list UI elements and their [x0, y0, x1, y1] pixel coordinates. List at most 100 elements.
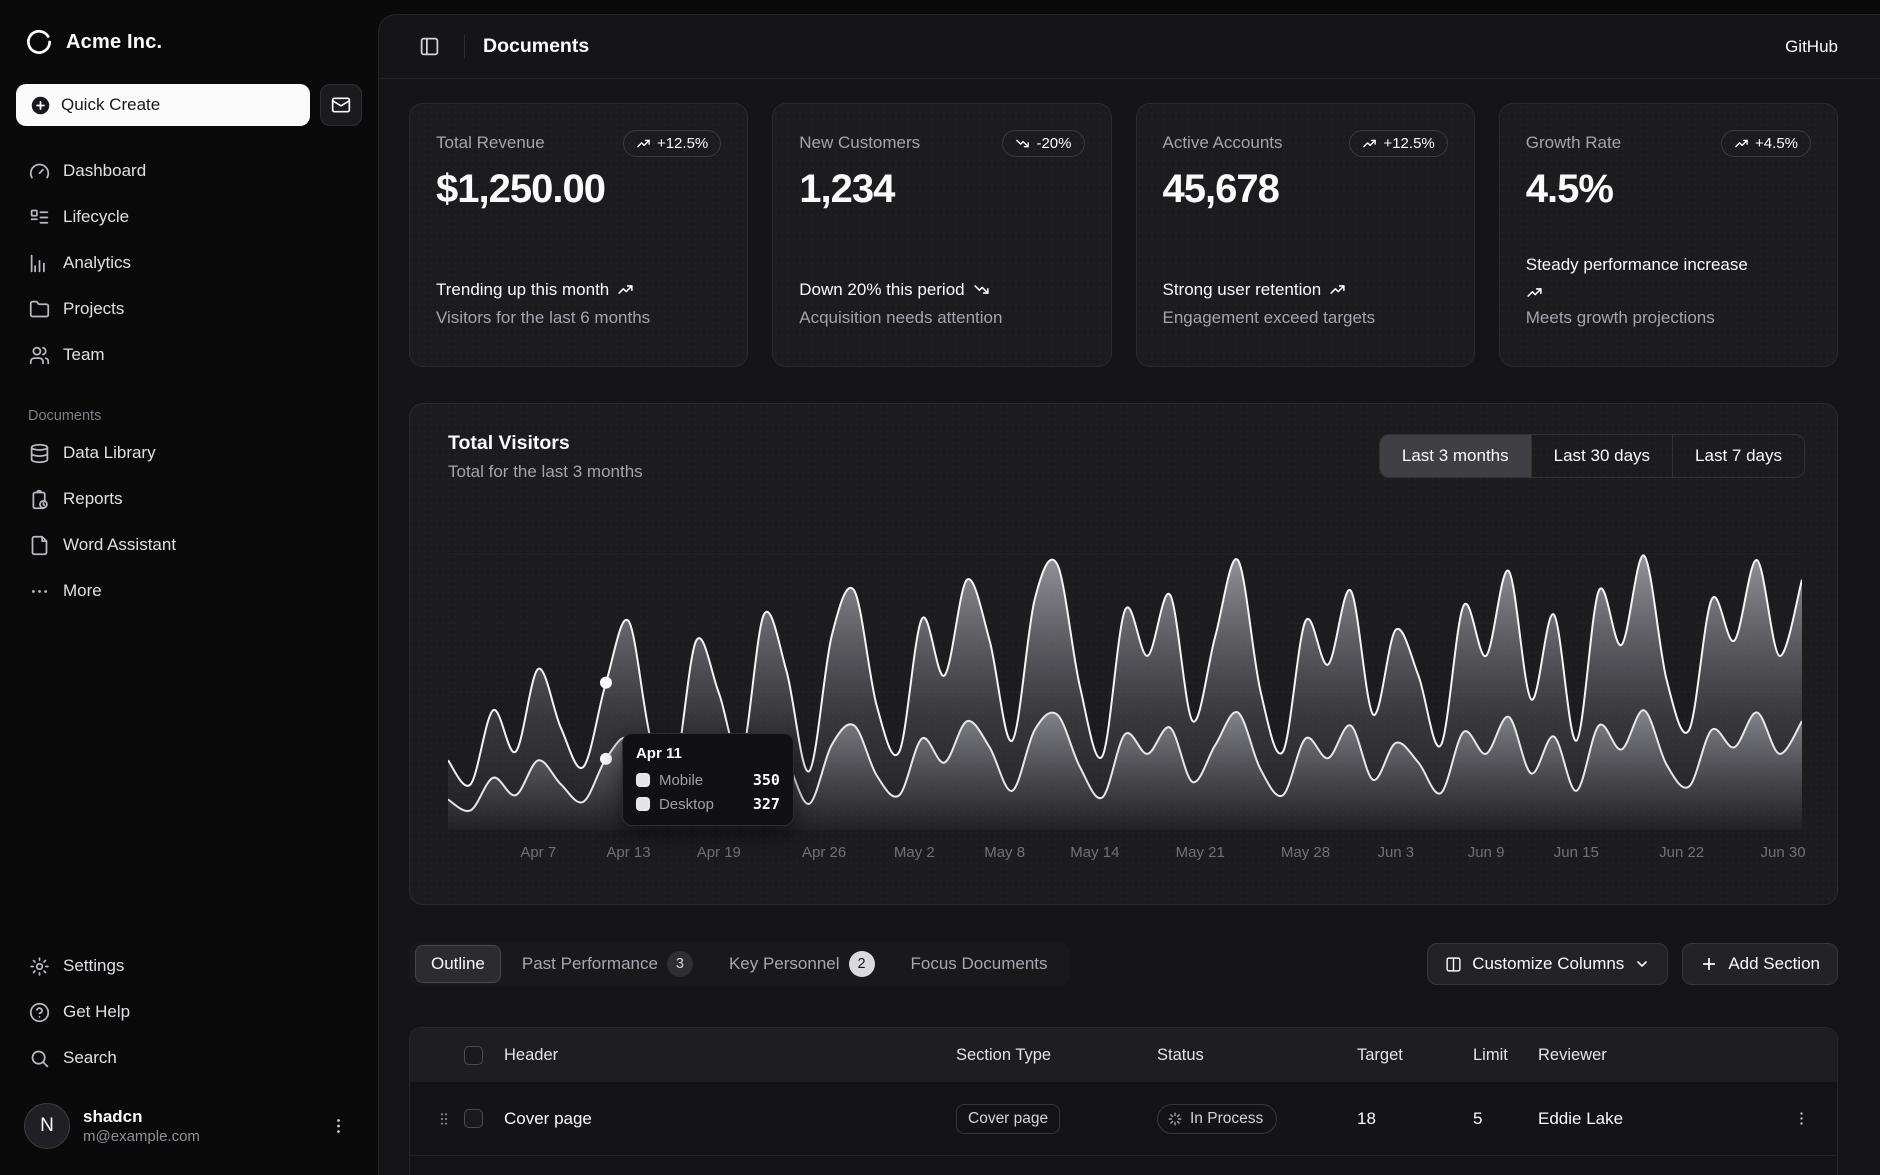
tab-key-personnel[interactable]: Key Personnel 2: [714, 945, 890, 983]
tab-count-badge: 3: [666, 951, 693, 977]
sidebar-item-dashboard[interactable]: Dashboard: [16, 148, 362, 194]
customize-columns-button[interactable]: Customize Columns: [1427, 943, 1669, 985]
mobile-series-swatch: [635, 773, 650, 787]
circle-plus-icon: [30, 95, 51, 116]
sidebar-item-data-library[interactable]: Data Library: [16, 430, 362, 476]
chart-tooltip: Apr 11 Mobile 350 Desktop 327: [621, 733, 794, 826]
sidebar-item-settings[interactable]: Settings: [16, 943, 362, 989]
column-header: Section Type: [956, 1045, 1052, 1064]
tab-focus-documents[interactable]: Focus Documents: [910, 954, 1048, 973]
card-footer-title: Trending up this month: [436, 279, 721, 301]
sidebar-item-word-assistant[interactable]: Word Assistant: [16, 522, 362, 568]
sidebar-item-get-help[interactable]: Get Help: [16, 989, 362, 1035]
row-checkbox[interactable]: [464, 1109, 483, 1128]
folder-icon: [28, 299, 50, 320]
total-visitors-card: Total Visitors Total for the last 3 mont…: [409, 403, 1838, 905]
x-tick: Apr 19: [696, 844, 741, 861]
card-footer-desc: Meets growth projections: [1525, 308, 1715, 327]
help-circle-icon: [28, 1002, 50, 1023]
reviewer-cell[interactable]: Eddie Lake: [1538, 1108, 1624, 1128]
sidebar-item-label: Dashboard: [63, 161, 147, 180]
tab-past-performance[interactable]: Past Performance 3: [507, 945, 708, 983]
visitors-area-chart[interactable]: Apr 11 Mobile 350 Desktop 327: [448, 547, 1802, 830]
x-tick: May 8: [984, 844, 1026, 861]
column-header: Header: [504, 1045, 559, 1064]
row-header-cell[interactable]: Cover page: [504, 1108, 592, 1128]
gear-icon: [28, 956, 50, 977]
trend-badge: -20%: [1002, 130, 1085, 157]
sidebar-item-reports[interactable]: Reports: [16, 476, 362, 522]
columns-icon: [1445, 956, 1462, 973]
sidebar-item-label: Search: [63, 1048, 117, 1067]
inbox-button[interactable]: [320, 84, 362, 126]
row-menu-icon[interactable]: [1779, 1110, 1823, 1127]
x-tick: Jun 3: [1377, 844, 1415, 861]
sidebar-item-projects[interactable]: Projects: [16, 286, 362, 332]
section-type-badge: Cover page: [956, 1103, 1061, 1134]
card-footer-title: Strong user retention: [1163, 279, 1448, 301]
more-vertical-icon[interactable]: [329, 1117, 348, 1136]
trending-up-icon: [636, 136, 651, 151]
sidebar-item-label: More: [63, 581, 102, 600]
card-label: New Customers: [799, 133, 921, 152]
status-badge: In Process: [1157, 1103, 1278, 1134]
column-header: Target: [1357, 1045, 1403, 1064]
target-cell[interactable]: 18: [1357, 1108, 1376, 1128]
range-last-3-months[interactable]: Last 3 months: [1379, 435, 1532, 477]
range-last-30-days[interactable]: Last 30 days: [1532, 435, 1674, 477]
quick-create-button[interactable]: Quick Create: [16, 84, 310, 126]
tooltip-date: Apr 11: [635, 745, 682, 762]
column-header: Limit: [1473, 1045, 1508, 1064]
sections-toolbar: Outline Past Performance 3 Key Personnel…: [409, 941, 1838, 987]
column-header: Reviewer: [1538, 1045, 1607, 1064]
card-label: Active Accounts: [1162, 133, 1283, 152]
mail-icon: [331, 95, 351, 115]
trending-up-icon: [1329, 281, 1346, 298]
sidebar-item-more[interactable]: More: [16, 568, 362, 614]
gauge-icon: [28, 161, 50, 182]
list-todo-icon: [28, 207, 50, 228]
card-active-accounts: Active Accounts +12.5% 45,678 Strong use…: [1135, 103, 1475, 367]
github-link[interactable]: GitHub: [1785, 36, 1838, 56]
card-total-revenue: Total Revenue +12.5% $1,250.00 Trending …: [409, 103, 749, 367]
table-row[interactable]: Cover page Cover page In Process 18 5 Ed…: [410, 1082, 1837, 1155]
x-tick: Apr 26: [802, 844, 847, 861]
tab-outline[interactable]: Outline: [415, 945, 501, 983]
sidebar-toggle-button[interactable]: [413, 30, 446, 63]
card-footer-desc: Acquisition needs attention: [799, 308, 1003, 327]
file-icon: [28, 535, 50, 556]
card-label: Growth Rate: [1525, 133, 1622, 152]
drag-handle-icon[interactable]: [424, 1111, 464, 1127]
limit-cell[interactable]: 5: [1473, 1108, 1483, 1128]
search-icon: [28, 1048, 50, 1069]
brand[interactable]: Acme Inc.: [16, 20, 362, 64]
range-last-7-days[interactable]: Last 7 days: [1695, 446, 1782, 465]
avatar-initial: N: [40, 1115, 54, 1136]
table-row[interactable]: Table of contents Table of contents Done…: [410, 1155, 1837, 1175]
sidebar-item-lifecycle[interactable]: Lifecycle: [16, 194, 362, 240]
card-value: 1,234: [799, 167, 895, 211]
ellipsis-icon: [28, 581, 50, 602]
x-tick: Jun 15: [1553, 844, 1599, 861]
x-tick: Jun 22: [1659, 844, 1705, 861]
sidebar-item-label: Get Help: [63, 1002, 131, 1021]
card-new-customers: New Customers -20% 1,234 Down 20% this p…: [772, 103, 1112, 367]
sidebar-item-label: Analytics: [63, 253, 132, 272]
trending-down-icon: [973, 281, 990, 298]
select-all-checkbox[interactable]: [464, 1045, 483, 1065]
trending-up-icon: [617, 281, 634, 298]
clipboard-clock-icon: [28, 489, 50, 510]
main-panel: Documents GitHub Total Revenue +12.5% $1…: [378, 14, 1880, 1175]
x-tick: May 28: [1280, 844, 1331, 861]
user-menu[interactable]: N shadcn m@example.com: [16, 1097, 362, 1155]
add-section-button[interactable]: Add Section: [1682, 943, 1838, 985]
sidebar: Acme Inc. Quick Create Dashboard Lifecyc…: [0, 0, 378, 1175]
x-tick: May 21: [1175, 844, 1225, 861]
sidebar-item-team[interactable]: Team: [16, 332, 362, 378]
sidebar-item-analytics[interactable]: Analytics: [16, 240, 362, 286]
card-value: $1,250.00: [436, 167, 606, 211]
trend-badge: +12.5%: [622, 130, 722, 157]
sidebar-item-search[interactable]: Search: [16, 1035, 362, 1081]
column-header: Status: [1157, 1045, 1204, 1064]
panel-left-icon: [419, 36, 440, 57]
